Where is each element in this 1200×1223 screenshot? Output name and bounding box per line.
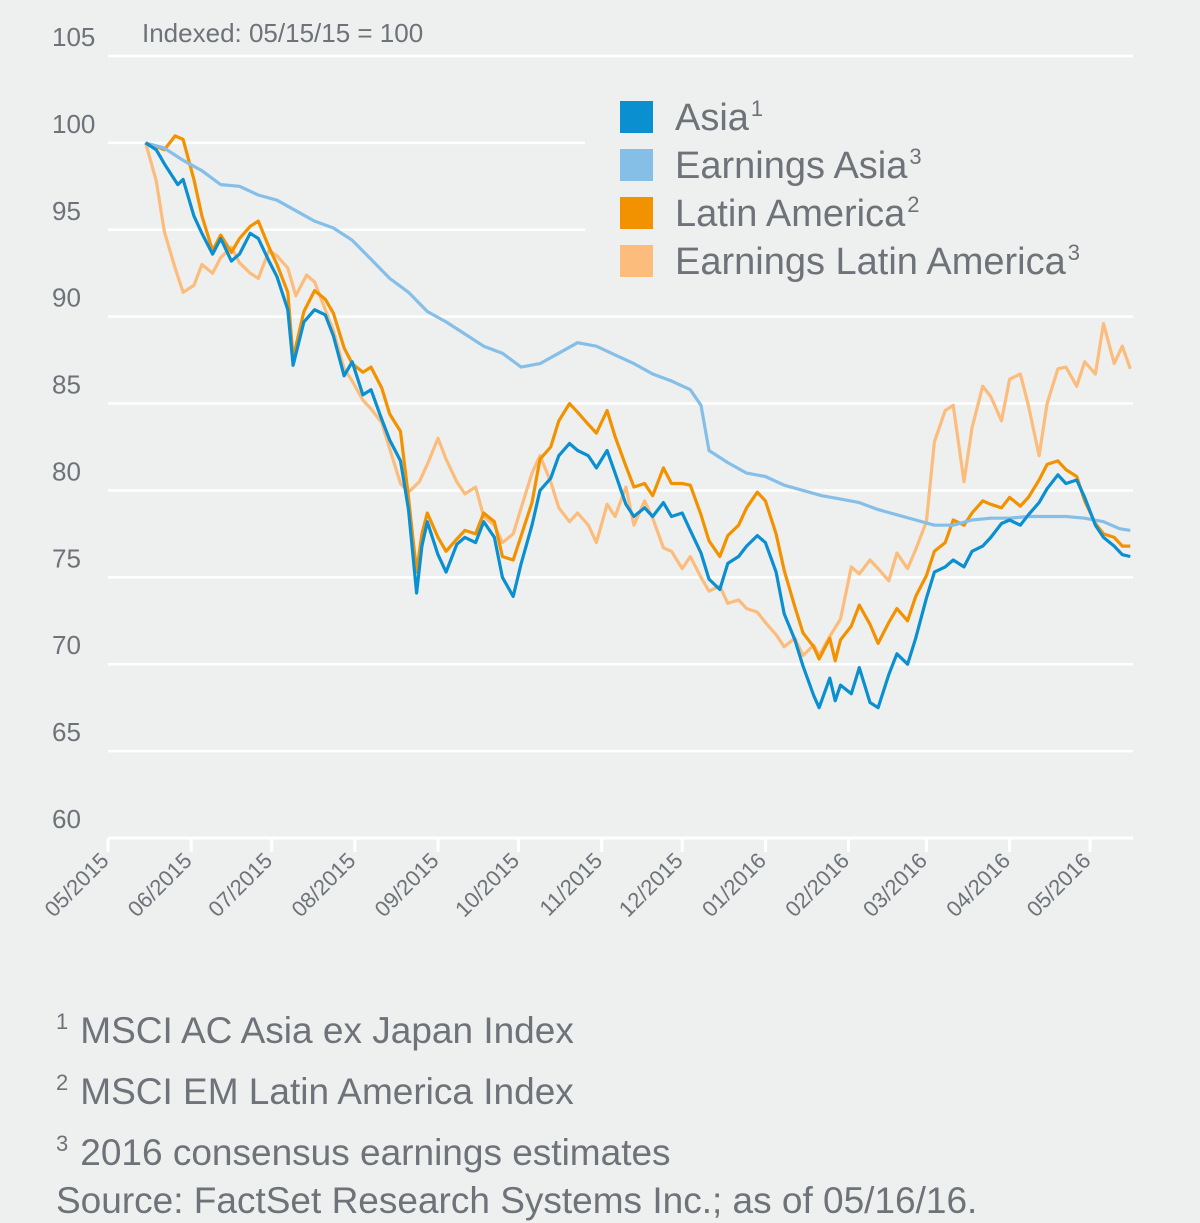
- footnotes: 1 MSCI AC Asia ex Japan Index 2 MSCI EM La…: [56, 996, 1176, 1223]
- x-tick-label: 05/2016: [1022, 848, 1096, 922]
- x-tick-label: 06/2015: [123, 848, 197, 922]
- y-tick-label: 90: [52, 283, 81, 313]
- series-line-earnings-asia: [145, 141, 1131, 532]
- x-tick-label: 02/2016: [780, 848, 854, 922]
- footnote-2: 2 MSCI EM Latin America Index: [56, 1070, 574, 1112]
- legend-swatch: [620, 101, 653, 133]
- x-tick-label: 10/2015: [450, 848, 524, 922]
- y-tick-label: 70: [52, 630, 81, 660]
- x-tick-label: 08/2015: [286, 848, 360, 922]
- legend-background: [585, 86, 1145, 290]
- index-note: Indexed: 05/15/15 = 100: [142, 18, 423, 48]
- y-tick-label: 65: [52, 717, 81, 747]
- y-tick-label: 75: [52, 543, 81, 573]
- x-tick-label: 04/2016: [941, 848, 1015, 922]
- source-note: Source: FactSet Research Systems Inc.; a…: [56, 1180, 978, 1221]
- y-tick-label: 100: [52, 109, 95, 139]
- x-tick-label: 07/2015: [203, 848, 277, 922]
- legend: Asia1 Earnings Asia3 Latin America2 Earning…: [620, 96, 1080, 283]
- footnote-3: 3 2016 consensus earnings estimates: [56, 1131, 671, 1173]
- x-tick-label: 12/2015: [614, 848, 688, 922]
- legend-label: Asia1: [675, 96, 763, 139]
- y-tick-label: 60: [52, 804, 81, 834]
- x-axis-ticks: 05/2015 06/2015 07/2015 08/2015 09/2015 10/20…: [40, 838, 1096, 922]
- series-group: [144, 134, 1132, 710]
- y-tick-label: 105: [52, 22, 95, 52]
- gridlines: [108, 54, 1133, 753]
- x-tick-label: 09/2015: [370, 848, 444, 922]
- y-tick-label: 80: [52, 456, 81, 486]
- series-line-asia: [144, 141, 1131, 710]
- legend-label: Earnings Asia3: [675, 144, 922, 187]
- x-tick-label: 05/2015: [40, 848, 114, 922]
- y-axis-ticks: 60 65 70 75 80 85 90 95 100 105: [52, 22, 95, 834]
- x-tick-label: 01/2016: [697, 848, 771, 922]
- legend-label: Latin America2: [675, 192, 919, 235]
- legend-swatch: [620, 245, 653, 277]
- x-tick-label: 03/2016: [858, 848, 932, 922]
- y-tick-label: 95: [52, 196, 81, 226]
- footnote-1: 1 MSCI AC Asia ex Japan Index: [56, 1009, 574, 1051]
- legend-label: Earnings Latin America3: [675, 240, 1080, 283]
- x-tick-label: 11/2015: [534, 848, 607, 921]
- legend-swatch: [620, 197, 653, 229]
- y-tick-label: 85: [52, 370, 81, 400]
- line-chart: 60 65 70 75 80 85 90 95 100 105 Indexed: 05/15/15…: [39, 18, 1145, 922]
- legend-swatch: [620, 149, 653, 181]
